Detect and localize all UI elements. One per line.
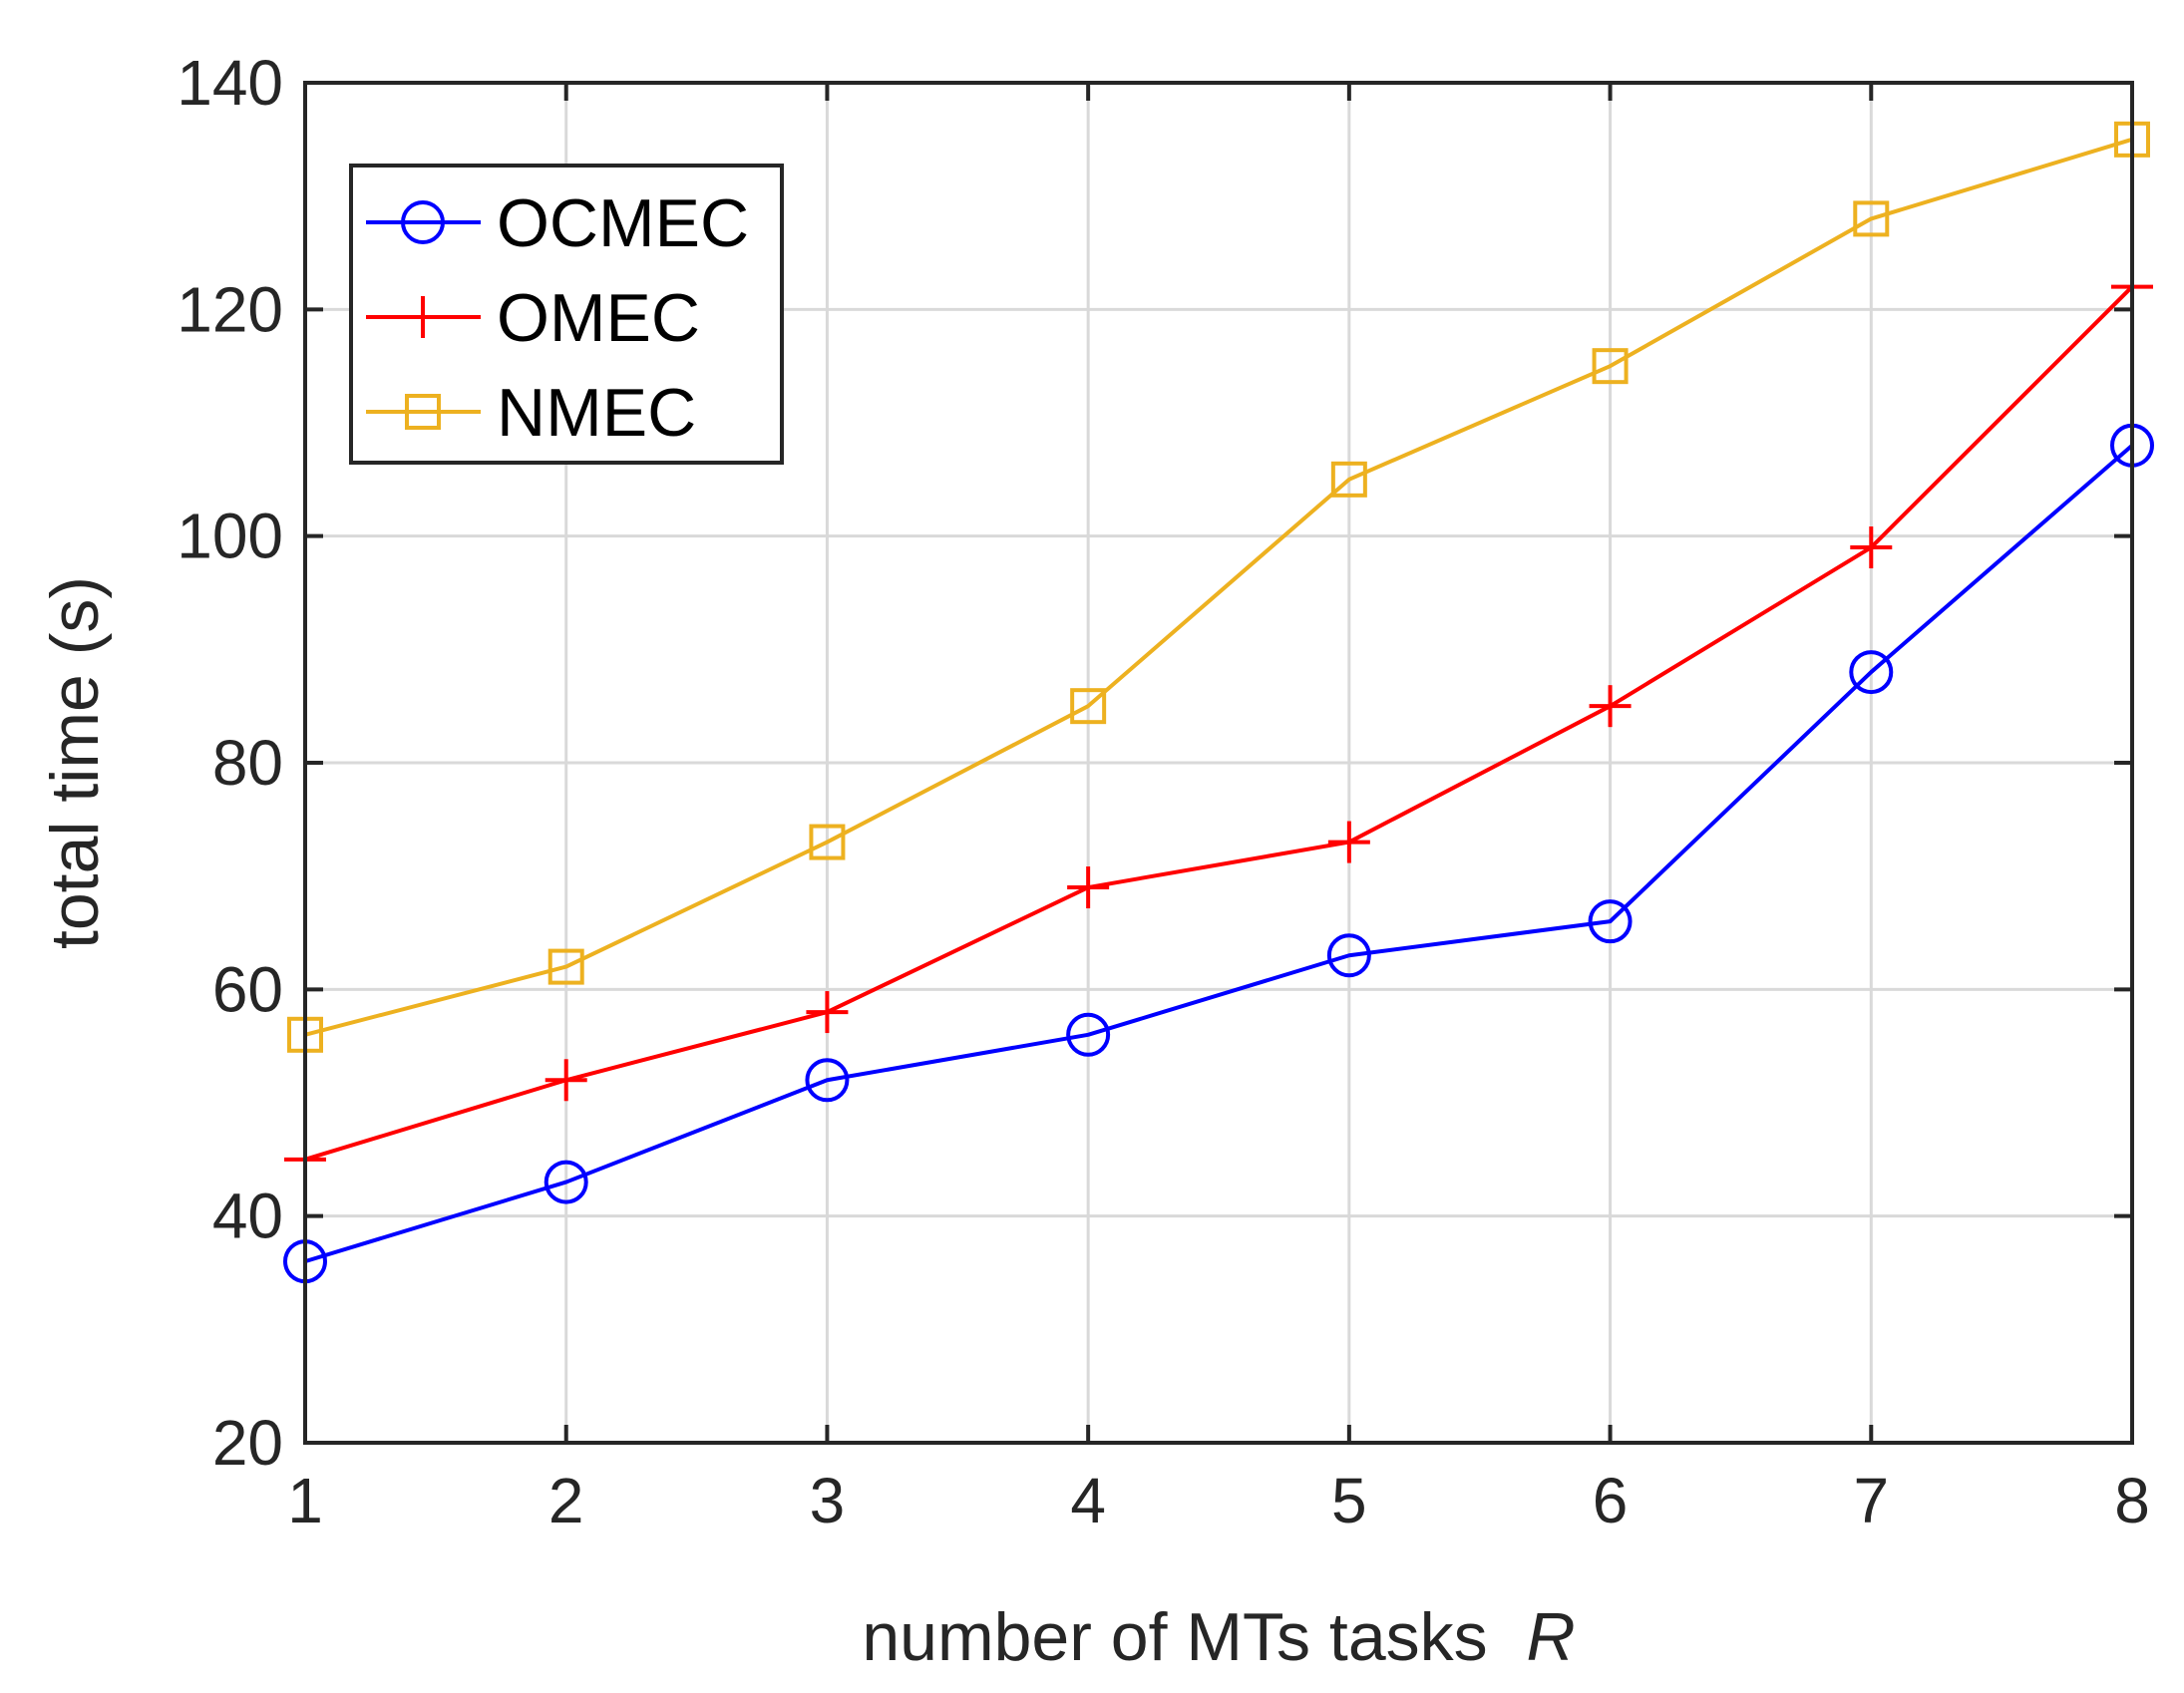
legend: OCMEC OMEC NMEC xyxy=(349,164,784,465)
data-point-ocmec xyxy=(805,1058,850,1103)
data-point-ocmec xyxy=(544,1160,588,1204)
y-axis-label: total time (s) xyxy=(37,576,113,949)
data-point-ocmec xyxy=(1066,1012,1111,1057)
marker-square-shape xyxy=(1853,200,1890,237)
marker-square-shape xyxy=(547,948,584,985)
axis-ticks xyxy=(303,81,2134,1445)
x-axis-label: number of MTs tasks R xyxy=(862,1599,1575,1675)
data-point-omec xyxy=(806,991,849,1034)
legend-label-ocmec: OCMEC xyxy=(497,185,749,261)
marker-square-shape xyxy=(1070,688,1107,725)
series-line-nmec xyxy=(304,137,2133,1037)
data-point-omec xyxy=(545,1059,587,1102)
x-axis-label-symbol: R xyxy=(1527,1599,1576,1675)
legend-marker-omec xyxy=(402,296,444,338)
series-line-ocmec xyxy=(304,444,2134,1264)
legend-label-nmec: NMEC xyxy=(497,375,696,451)
legend-label-omec: OMEC xyxy=(497,280,700,356)
data-point-omec xyxy=(1589,685,1632,728)
x-tick-label: 2 xyxy=(548,1465,584,1536)
x-tick-label: 7 xyxy=(1853,1465,1889,1536)
marker-circle-shape xyxy=(1849,650,1894,695)
data-point-omec xyxy=(1327,821,1370,863)
data-point-nmec xyxy=(1853,200,1890,237)
series-layer xyxy=(283,121,2154,1284)
legend-entry-nmec: NMEC xyxy=(366,375,696,451)
x-tick-label: 1 xyxy=(287,1465,323,1536)
data-point-nmec xyxy=(1592,348,1629,385)
data-point-ocmec xyxy=(1849,650,1894,695)
data-point-ocmec xyxy=(1326,933,1371,978)
marker-circle-shape xyxy=(401,200,445,244)
marker-circle-shape xyxy=(1588,899,1633,944)
x-tick-label: 8 xyxy=(2114,1465,2150,1536)
y-tick-label: 100 xyxy=(177,501,283,572)
y-tick-label: 60 xyxy=(212,953,283,1025)
gridlines xyxy=(303,81,2134,1445)
y-tick-label: 80 xyxy=(212,727,283,799)
marker-square-shape xyxy=(405,394,441,430)
legend-entry-omec: OMEC xyxy=(366,280,700,356)
data-point-nmec xyxy=(1070,688,1107,725)
x-axis-label-text: number of MTs tasks xyxy=(862,1599,1487,1675)
y-tick-label: 40 xyxy=(212,1181,283,1252)
y-tick-label: 140 xyxy=(177,47,283,119)
x-tick-label: 4 xyxy=(1070,1465,1106,1536)
data-point-nmec xyxy=(809,824,846,860)
legend-entry-ocmec: OCMEC xyxy=(366,185,749,261)
marker-square-shape xyxy=(1592,348,1629,385)
tick-labels: 1 2 3 4 5 6 7 8 20 40 60 80 100 120 140 xyxy=(177,47,2150,1536)
marker-circle-shape xyxy=(544,1160,588,1204)
marker-square-shape xyxy=(1330,461,1367,498)
legend-marker-nmec xyxy=(405,394,441,430)
marker-square-shape xyxy=(809,824,846,860)
x-tick-label: 5 xyxy=(1331,1465,1367,1536)
data-point-nmec xyxy=(1330,461,1367,498)
x-tick-label: 6 xyxy=(1593,1465,1629,1536)
legend-marker-ocmec xyxy=(401,200,445,244)
y-tick-label: 20 xyxy=(212,1407,283,1479)
marker-circle-shape xyxy=(805,1058,850,1103)
y-tick-label: 120 xyxy=(177,273,283,345)
marker-circle-shape xyxy=(1326,933,1371,978)
marker-circle-shape xyxy=(1066,1012,1111,1057)
series-line-omec xyxy=(304,285,2134,1162)
data-point-nmec xyxy=(547,948,584,985)
data-point-ocmec xyxy=(1588,899,1633,944)
x-tick-label: 3 xyxy=(810,1465,846,1536)
data-point-omec xyxy=(1850,526,1893,569)
data-point-omec xyxy=(1067,866,1110,909)
